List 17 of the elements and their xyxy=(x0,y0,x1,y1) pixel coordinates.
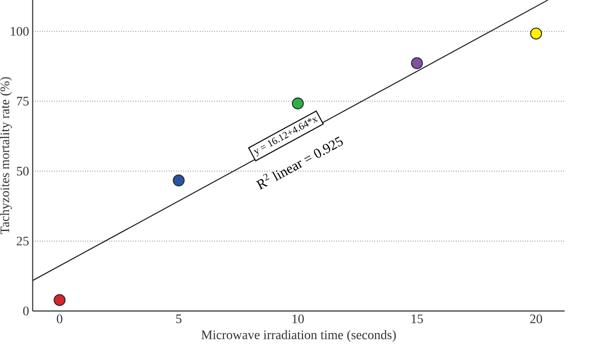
y-tick-label: 0 xyxy=(23,306,29,316)
x-tick-label: 15 xyxy=(412,314,423,324)
x-axis-title: Microwave irradiation time (seconds) xyxy=(201,330,396,342)
y-axis-title: Tachyzoites mortality rate (%) xyxy=(0,77,12,234)
point xyxy=(54,294,66,306)
x-tick-label: 5 xyxy=(176,314,182,324)
x-tick-label: 20 xyxy=(530,314,542,324)
y-tick-label: 100 xyxy=(10,26,29,36)
point xyxy=(411,57,423,70)
x-tick-label: 0 xyxy=(56,314,62,324)
x-tick-label: 10 xyxy=(292,314,304,324)
y-tick-label: 50 xyxy=(16,166,29,176)
point xyxy=(172,174,185,186)
point xyxy=(292,98,304,110)
point xyxy=(530,28,542,40)
y-tick-label: 25 xyxy=(16,236,29,246)
y-tick-label: 75 xyxy=(17,96,29,106)
